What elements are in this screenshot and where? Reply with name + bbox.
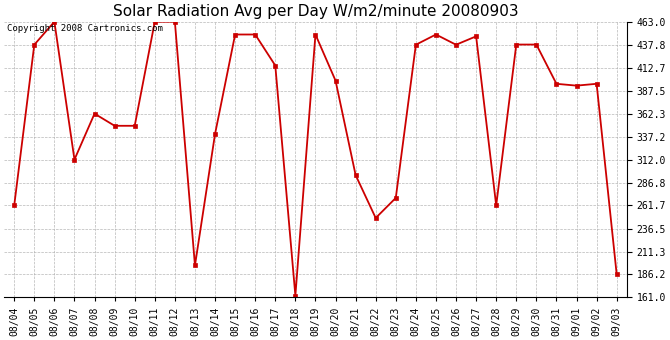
Text: Copyright 2008 Cartronics.com: Copyright 2008 Cartronics.com: [7, 24, 163, 33]
Title: Solar Radiation Avg per Day W/m2/minute 20080903: Solar Radiation Avg per Day W/m2/minute …: [113, 4, 519, 19]
